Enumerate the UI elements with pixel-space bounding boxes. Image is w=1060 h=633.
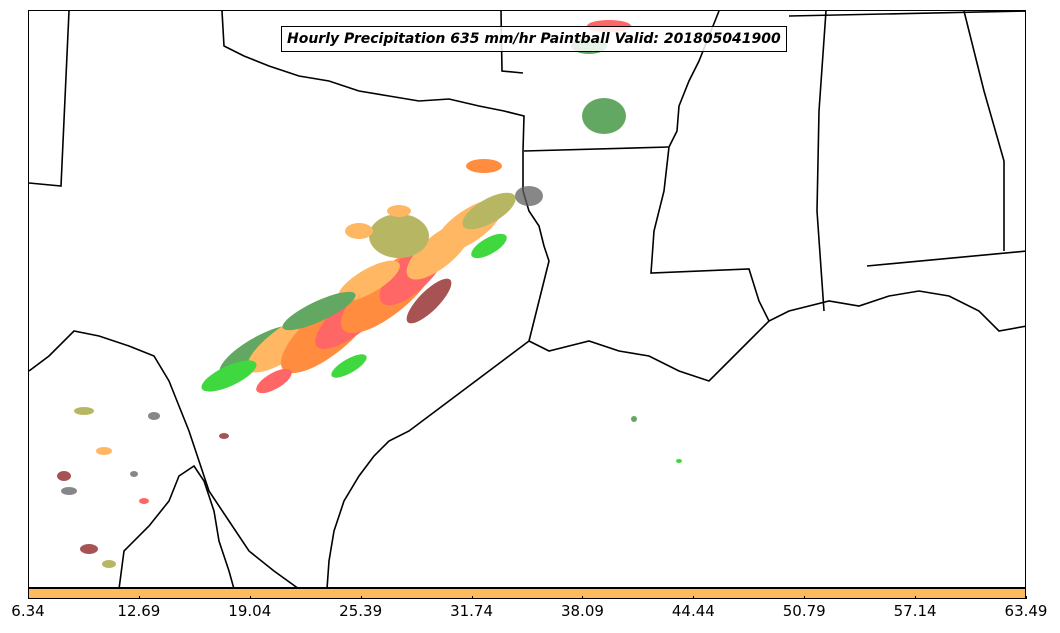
map-title: Hourly Precipitation 635 mm/hr Paintball… <box>281 26 787 52</box>
colorbar-tick-mark <box>138 596 140 599</box>
colorbar-tick-label: 63.49 <box>1004 602 1048 620</box>
colorbar-tick-mark <box>28 596 29 599</box>
colorbar-tick-mark <box>360 596 362 599</box>
colorbar-tick-label: 6.34 <box>11 602 45 620</box>
colorbar-tick-mark <box>471 596 473 599</box>
colorbar-tick-mark <box>804 596 806 599</box>
precip-paintball <box>57 20 682 568</box>
colorbar-tick-mark <box>249 596 251 599</box>
map-canvas <box>29 11 1025 587</box>
colorbar-tick-label: 44.44 <box>671 602 715 620</box>
colorbar <box>28 588 1026 599</box>
colorbar-tick-label: 57.14 <box>893 602 937 620</box>
colorbar-tick-label: 38.09 <box>560 602 604 620</box>
colorbar-tick-mark <box>693 596 695 599</box>
colorbar-tick-mark <box>915 596 917 599</box>
colorbar-tick-mark <box>1026 596 1027 599</box>
map-panel: Hourly Precipitation 635 mm/hr Paintball… <box>28 10 1026 588</box>
colorbar-tick-mark <box>582 596 584 599</box>
colorbar-tick-label: 31.74 <box>450 602 494 620</box>
colorbar-tick-label: 25.39 <box>339 602 383 620</box>
colorbar-tick-label: 19.04 <box>228 602 272 620</box>
colorbar-tick-label: 50.79 <box>782 602 826 620</box>
state-borders <box>29 11 1025 587</box>
colorbar-tick-label: 12.69 <box>117 602 161 620</box>
